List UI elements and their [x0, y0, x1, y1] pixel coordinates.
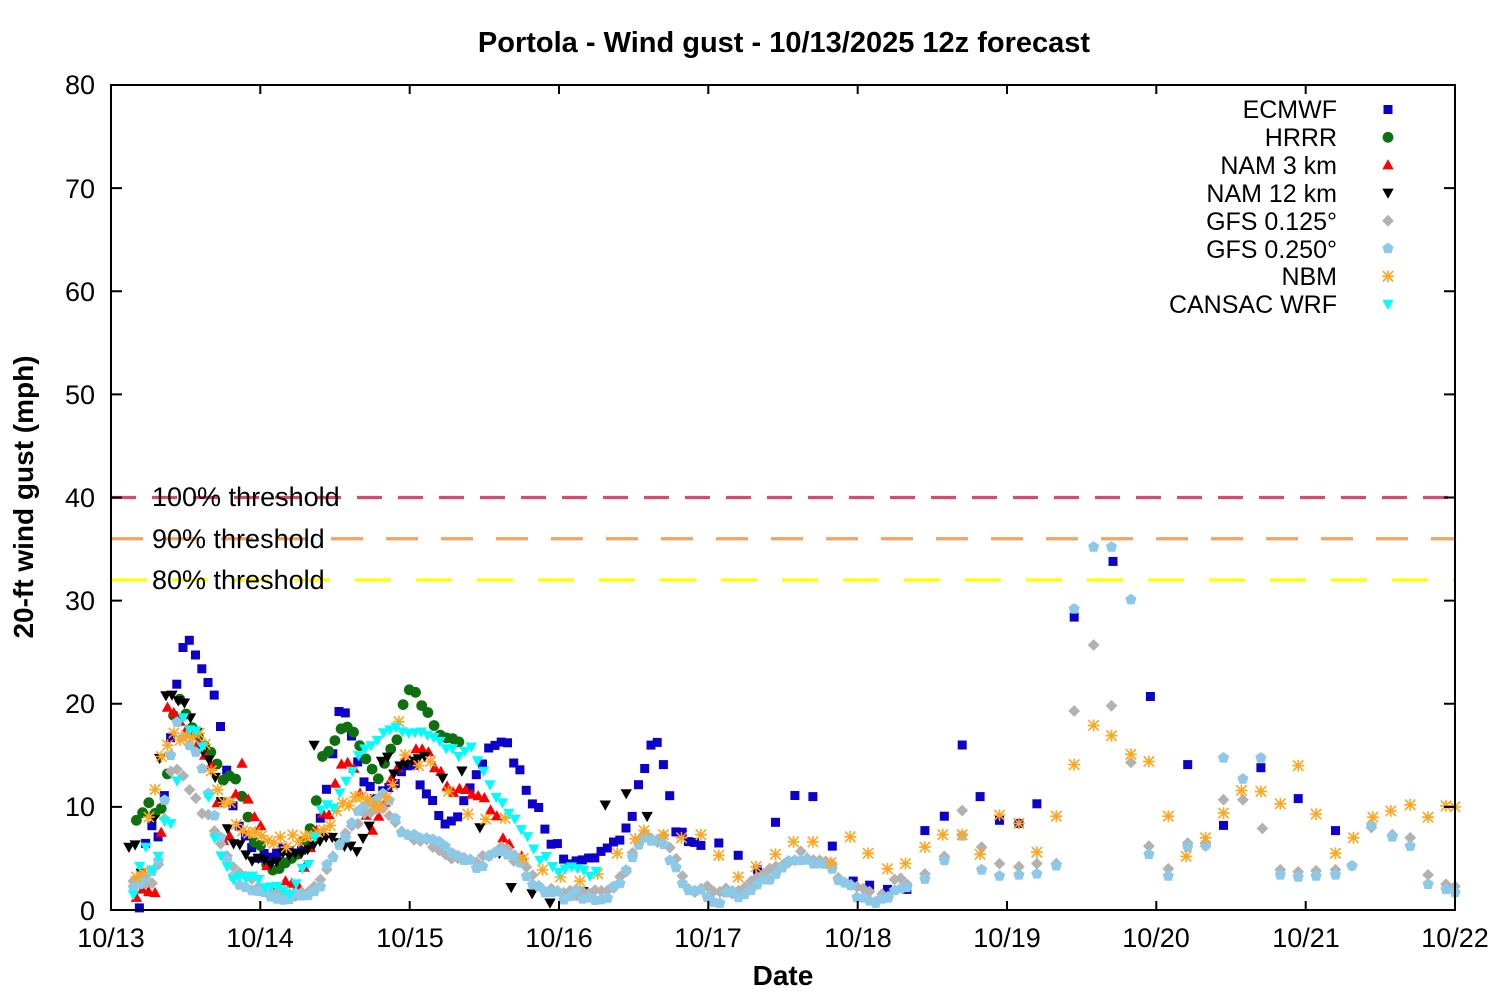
svg-text:90% threshold: 90% threshold [152, 524, 325, 554]
svg-text:CANSAC WRF: CANSAC WRF [1169, 291, 1337, 319]
svg-text:60: 60 [65, 277, 95, 307]
svg-text:10/17: 10/17 [674, 923, 742, 953]
svg-text:30: 30 [65, 586, 95, 616]
svg-text:Portola - Wind gust - 10/13/20: Portola - Wind gust - 10/13/2025 12z for… [478, 27, 1091, 59]
svg-text:ECMWF: ECMWF [1243, 96, 1337, 124]
svg-text:10/19: 10/19 [973, 923, 1041, 953]
svg-text:Date: Date [753, 960, 814, 991]
svg-text:10/14: 10/14 [226, 923, 294, 953]
svg-text:10/18: 10/18 [824, 923, 892, 953]
svg-text:20: 20 [65, 689, 95, 719]
svg-text:NAM 3 km: NAM 3 km [1220, 152, 1337, 180]
svg-text:10/15: 10/15 [376, 923, 444, 953]
svg-text:0: 0 [80, 896, 95, 926]
svg-text:10/13: 10/13 [77, 923, 145, 953]
svg-text:10/16: 10/16 [525, 923, 593, 953]
svg-text:GFS 0.125°: GFS 0.125° [1206, 208, 1337, 236]
svg-text:70: 70 [65, 174, 95, 204]
svg-text:10/22: 10/22 [1421, 923, 1489, 953]
svg-text:10: 10 [65, 792, 95, 822]
svg-text:10/20: 10/20 [1122, 923, 1190, 953]
svg-text:HRRR: HRRR [1265, 124, 1337, 152]
svg-text:NBM: NBM [1281, 263, 1337, 291]
svg-text:80% threshold: 80% threshold [152, 565, 325, 595]
svg-text:50: 50 [65, 380, 95, 410]
svg-text:20-ft wind gust (mph): 20-ft wind gust (mph) [8, 355, 39, 638]
svg-text:GFS 0.250°: GFS 0.250° [1206, 236, 1337, 264]
svg-text:NAM 12 km: NAM 12 km [1206, 180, 1337, 208]
svg-text:80: 80 [65, 70, 95, 100]
svg-text:40: 40 [65, 483, 95, 513]
svg-text:100% threshold: 100% threshold [152, 482, 340, 512]
svg-text:10/21: 10/21 [1272, 923, 1340, 953]
